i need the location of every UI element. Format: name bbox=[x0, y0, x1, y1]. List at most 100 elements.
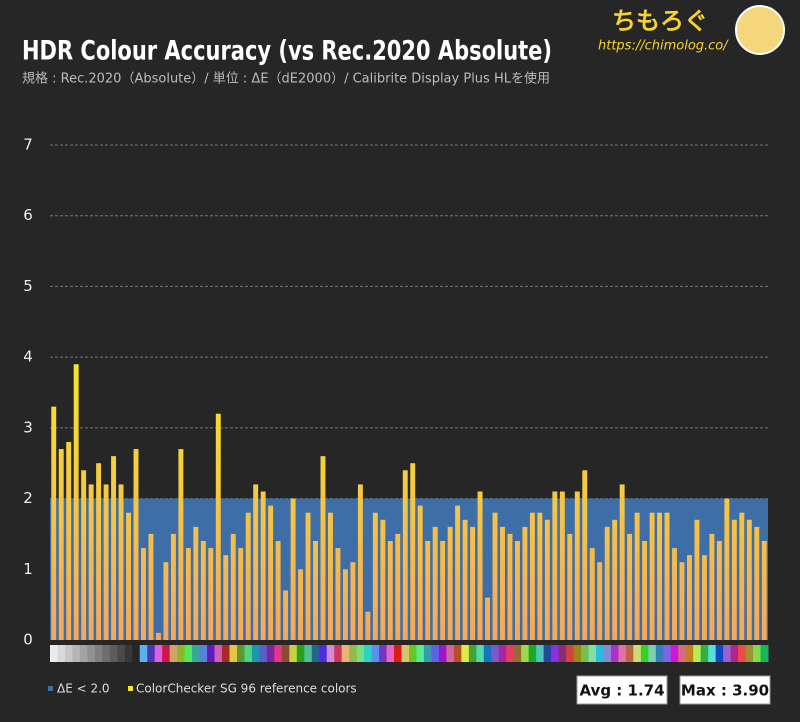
bar bbox=[754, 526, 760, 640]
bar bbox=[724, 498, 730, 640]
bar bbox=[298, 569, 304, 640]
bar bbox=[342, 569, 348, 640]
bar bbox=[455, 505, 461, 640]
color-swatch bbox=[162, 645, 171, 662]
bar bbox=[230, 533, 236, 640]
bar bbox=[470, 526, 476, 640]
color-swatch bbox=[551, 645, 560, 662]
y-tick-label: 3 bbox=[23, 418, 33, 436]
color-swatch bbox=[289, 645, 298, 662]
color-swatch bbox=[491, 645, 500, 662]
bar bbox=[365, 611, 371, 640]
color-swatch bbox=[521, 645, 530, 662]
bar bbox=[350, 562, 356, 640]
bar bbox=[432, 526, 438, 640]
color-swatch bbox=[207, 645, 216, 662]
bar bbox=[462, 519, 468, 640]
color-swatch bbox=[648, 645, 657, 662]
color-swatch bbox=[72, 645, 81, 662]
color-swatch bbox=[730, 645, 739, 662]
color-swatch bbox=[506, 645, 515, 662]
bar bbox=[313, 541, 318, 640]
bar bbox=[223, 555, 229, 640]
color-swatch bbox=[566, 645, 575, 662]
color-swatch bbox=[349, 645, 358, 662]
color-swatch bbox=[94, 645, 103, 662]
bar bbox=[200, 541, 206, 640]
bar bbox=[567, 533, 573, 640]
bar bbox=[290, 498, 296, 640]
color-swatch bbox=[50, 645, 58, 662]
chart-title: HDR Colour Accuracy (vs Rec.2020 Absolut… bbox=[22, 36, 552, 67]
bar bbox=[253, 484, 259, 640]
color-swatch bbox=[281, 645, 290, 662]
bar bbox=[283, 590, 289, 640]
color-swatch bbox=[386, 645, 395, 662]
bar bbox=[178, 449, 184, 640]
color-swatch bbox=[266, 645, 275, 662]
stat-label: Avg : 1.74 bbox=[579, 682, 664, 700]
color-swatch bbox=[446, 645, 455, 662]
color-swatch bbox=[199, 645, 208, 662]
bar bbox=[664, 512, 670, 640]
color-swatch bbox=[394, 645, 403, 662]
color-swatch bbox=[371, 645, 380, 662]
bar bbox=[574, 491, 580, 640]
color-swatch bbox=[610, 645, 619, 662]
bar bbox=[507, 533, 513, 640]
bar bbox=[544, 519, 550, 640]
brand: ちもろぐ bbox=[612, 7, 708, 35]
color-swatch bbox=[573, 645, 582, 662]
bar bbox=[597, 562, 603, 640]
color-swatch bbox=[102, 645, 111, 662]
color-swatch bbox=[536, 645, 545, 662]
color-swatch bbox=[401, 645, 410, 662]
bar bbox=[185, 548, 191, 640]
bar bbox=[402, 470, 408, 640]
color-swatch bbox=[663, 645, 672, 662]
color-swatch bbox=[693, 645, 702, 662]
bar bbox=[529, 512, 535, 640]
bar bbox=[118, 484, 124, 640]
color-swatch bbox=[341, 645, 350, 662]
bar bbox=[320, 456, 326, 640]
color-swatch bbox=[139, 645, 148, 662]
bar bbox=[649, 512, 655, 640]
color-swatch bbox=[229, 645, 238, 662]
color-swatch bbox=[169, 645, 178, 662]
bar bbox=[193, 526, 199, 640]
color-swatch bbox=[745, 645, 754, 662]
bar bbox=[163, 562, 169, 640]
bar bbox=[208, 548, 214, 640]
color-swatch bbox=[236, 645, 245, 662]
bar bbox=[387, 541, 393, 640]
bar bbox=[604, 526, 610, 640]
color-swatch bbox=[670, 645, 679, 662]
bar bbox=[582, 470, 588, 640]
bar bbox=[731, 519, 737, 640]
bar bbox=[103, 484, 109, 640]
y-tick-label: 4 bbox=[23, 348, 33, 366]
color-swatch bbox=[581, 645, 589, 662]
color-swatch bbox=[618, 645, 627, 662]
bar bbox=[96, 463, 102, 640]
bar bbox=[642, 541, 648, 640]
color-swatch bbox=[251, 645, 260, 662]
bar bbox=[514, 541, 520, 640]
color-swatch bbox=[184, 645, 193, 662]
color-swatch bbox=[334, 645, 343, 662]
legend-marker bbox=[48, 686, 53, 691]
color-swatch bbox=[192, 645, 201, 662]
color-swatch bbox=[109, 645, 118, 662]
y-tick-label: 6 bbox=[23, 206, 33, 224]
color-swatch bbox=[476, 645, 485, 662]
color-swatch bbox=[461, 645, 470, 662]
bar bbox=[328, 512, 333, 640]
y-tick-label: 0 bbox=[23, 631, 33, 649]
bar bbox=[51, 406, 57, 640]
color-swatch bbox=[453, 645, 462, 662]
bar bbox=[716, 541, 722, 640]
color-swatch bbox=[678, 645, 687, 662]
bar bbox=[148, 533, 154, 640]
color-swatch bbox=[304, 645, 313, 662]
